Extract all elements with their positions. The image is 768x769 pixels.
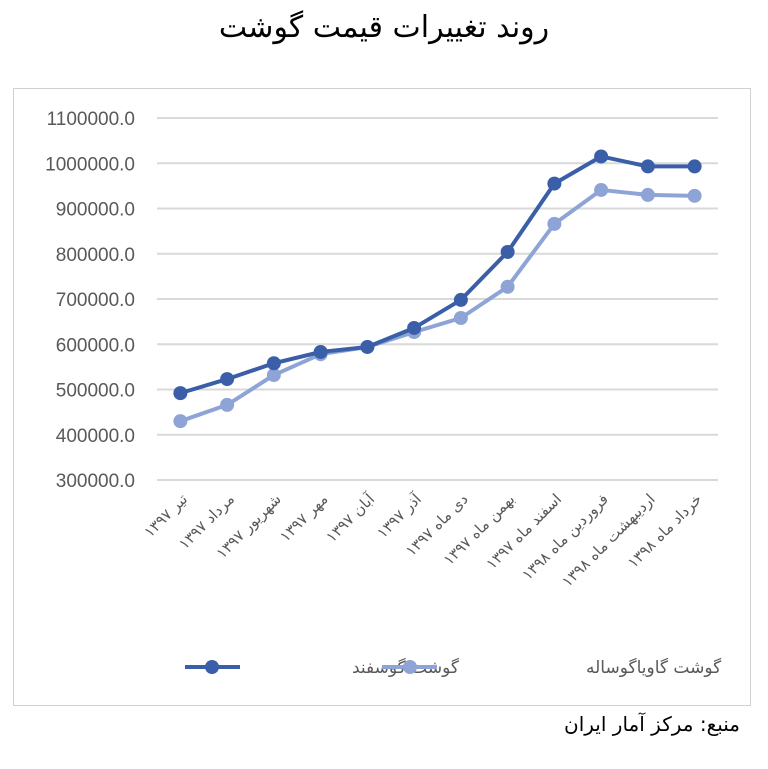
data-point[interactable]	[220, 372, 235, 387]
y-tick-label: 500000.0	[56, 381, 135, 402]
data-point[interactable]	[547, 216, 562, 231]
y-tick-label: 600000.0	[56, 335, 135, 356]
legend-label-beef: گوشت گاویاگوساله	[586, 657, 722, 678]
data-point[interactable]	[594, 149, 609, 164]
data-point[interactable]	[500, 279, 515, 294]
y-tick-label: 400000.0	[56, 426, 135, 447]
chart-title: روند تغییرات قیمت گوشت	[218, 10, 550, 45]
data-point[interactable]	[173, 414, 188, 429]
data-point[interactable]	[594, 182, 609, 197]
legend-marker-beef	[403, 660, 417, 674]
data-point[interactable]	[640, 159, 655, 174]
x-tick-label: آبان ۱۳۹۷	[322, 490, 378, 546]
data-point[interactable]	[500, 244, 515, 259]
series-line	[179, 187, 695, 424]
source-note: منبع: مرکز آمار ایران	[564, 712, 740, 736]
data-point[interactable]	[360, 339, 375, 354]
data-point[interactable]	[640, 187, 655, 202]
data-point[interactable]	[266, 368, 281, 383]
y-tick-label: 1000000.0	[45, 154, 135, 175]
data-point[interactable]	[313, 344, 328, 359]
data-point[interactable]	[173, 386, 188, 401]
chart-frame	[13, 88, 751, 706]
legend-marker-sheep	[205, 660, 219, 674]
data-point[interactable]	[453, 292, 468, 307]
data-point[interactable]	[687, 188, 702, 203]
y-tick-label: 800000.0	[56, 245, 135, 266]
data-point[interactable]	[687, 159, 702, 174]
data-point[interactable]	[547, 176, 562, 191]
data-point[interactable]	[266, 356, 281, 371]
y-tick-label: 300000.0	[56, 471, 135, 492]
data-point[interactable]	[407, 320, 422, 335]
x-tick-label: مهر ۱۳۹۷	[276, 490, 331, 545]
y-tick-label: 1100000.0	[47, 109, 135, 130]
data-point[interactable]	[220, 397, 235, 412]
series-line	[179, 154, 695, 396]
y-tick-label: 700000.0	[56, 290, 135, 311]
y-tick-label: 900000.0	[56, 200, 135, 221]
data-point[interactable]	[453, 311, 468, 326]
